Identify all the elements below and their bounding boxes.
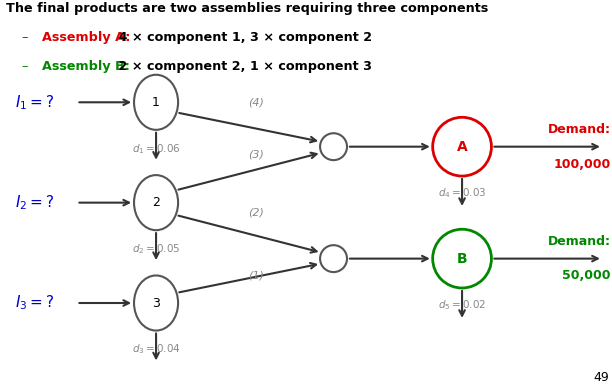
Text: $\mathit{I}_1 = ?$: $\mathit{I}_1 = ?$ (15, 93, 54, 112)
Ellipse shape (320, 133, 347, 160)
Text: (3): (3) (248, 149, 264, 159)
Text: The final products are two assemblies requiring three components: The final products are two assemblies re… (6, 2, 488, 15)
Text: 2: 2 (152, 196, 160, 209)
Text: B: B (457, 252, 468, 266)
Ellipse shape (433, 229, 491, 288)
Text: Assembly B:: Assembly B: (42, 60, 130, 73)
Ellipse shape (134, 75, 178, 130)
Text: 3: 3 (152, 296, 160, 310)
Text: (2): (2) (248, 207, 264, 217)
Text: –: – (21, 60, 28, 73)
Text: Assembly A:: Assembly A: (42, 31, 130, 44)
Ellipse shape (320, 245, 347, 272)
Text: $d_1 = 0.06$: $d_1 = 0.06$ (132, 142, 181, 156)
Text: A: A (457, 140, 468, 154)
Ellipse shape (134, 276, 178, 330)
Text: 1: 1 (152, 96, 160, 109)
Ellipse shape (433, 117, 491, 176)
Ellipse shape (134, 175, 178, 230)
Text: 50,000: 50,000 (562, 269, 611, 283)
Text: Demand:: Demand: (548, 235, 611, 248)
Text: 100,000: 100,000 (553, 157, 611, 171)
Text: $d_3 = 0.04$: $d_3 = 0.04$ (132, 342, 181, 356)
Text: 4 × component 1, 3 × component 2: 4 × component 1, 3 × component 2 (114, 31, 372, 44)
Text: Demand:: Demand: (548, 123, 611, 136)
Text: $\mathit{I}_3 = ?$: $\mathit{I}_3 = ?$ (15, 294, 54, 312)
Text: $\mathit{I}_2 = ?$: $\mathit{I}_2 = ?$ (15, 193, 54, 212)
Text: $d_2 = 0.05$: $d_2 = 0.05$ (132, 242, 181, 256)
Text: –: – (21, 31, 28, 44)
Text: $d_5 = 0.02$: $d_5 = 0.02$ (438, 298, 486, 312)
Text: (4): (4) (248, 97, 264, 107)
Text: 49: 49 (593, 371, 609, 384)
Text: (1): (1) (248, 271, 264, 281)
Text: $d_4 = 0.03$: $d_4 = 0.03$ (438, 186, 487, 200)
Text: 2 × component 2, 1 × component 3: 2 × component 2, 1 × component 3 (114, 60, 372, 73)
